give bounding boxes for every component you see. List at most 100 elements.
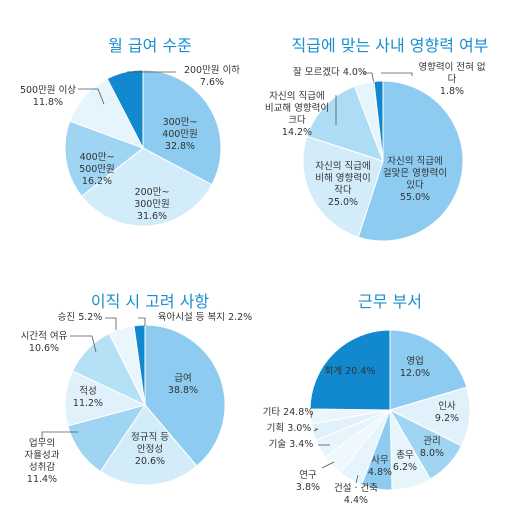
leader-line bbox=[321, 461, 335, 469]
slice-value: 38.8% bbox=[167, 385, 199, 396]
slice-label: 적성 11.2% bbox=[73, 386, 103, 410]
slice-value: 4.8% bbox=[367, 467, 393, 478]
pie-slice bbox=[302, 135, 384, 238]
slice-value: 11.2% bbox=[72, 398, 104, 409]
slice-name: 정규직 등 안정성 bbox=[131, 432, 169, 455]
pie-slice bbox=[389, 329, 468, 411]
slice-name: 급여 bbox=[174, 373, 192, 384]
slice-value: 10.6% bbox=[28, 343, 60, 354]
slice-label: 건설 · 건축 4.4% bbox=[334, 483, 378, 507]
slice-value: 20.4% bbox=[345, 366, 376, 377]
slice-label: 시간적 여유 10.6% bbox=[21, 331, 68, 355]
slice-label: 400만~ 500만원 16.2% bbox=[79, 152, 115, 188]
slice-value: 3.8% bbox=[295, 482, 321, 493]
slice-name: 기술 bbox=[268, 439, 287, 450]
slice-label: 관리 8.0% bbox=[420, 436, 444, 460]
leader-line bbox=[313, 428, 319, 432]
slice-value: 32.8% bbox=[164, 141, 196, 152]
pie-slice bbox=[309, 329, 391, 411]
slice-label: 업무의 자율성과 성취감 11.4% bbox=[25, 438, 60, 486]
slice-name: 영업 bbox=[406, 356, 424, 367]
slice-label: 영향력이 전혀 없다 1.8% bbox=[418, 62, 486, 98]
slice-name: 인사 bbox=[438, 401, 456, 412]
pie-slice bbox=[106, 69, 144, 149]
leader-line bbox=[310, 413, 313, 419]
chart-title: 직급에 맞는 사내 영향력 여부 bbox=[291, 36, 489, 55]
leader-line bbox=[138, 317, 146, 326]
slice-label: 사무 4.8% bbox=[368, 455, 392, 479]
slice-label: 승진 5.2% bbox=[58, 312, 103, 324]
pie-slice bbox=[80, 147, 213, 227]
slice-value: 3.0% bbox=[287, 423, 312, 434]
slice-label: 잘 모르겠다 4.0% bbox=[293, 67, 367, 79]
slice-value: 5.2% bbox=[78, 312, 103, 323]
slice-name: 승진 bbox=[57, 312, 76, 323]
chart-title: 이직 시 고려 사항 bbox=[90, 292, 210, 311]
slice-value: 4.4% bbox=[343, 495, 369, 506]
leader-line bbox=[381, 72, 413, 76]
slice-label: 정규직 등 안정성 20.6% bbox=[131, 432, 169, 468]
slice-value: 55.0% bbox=[399, 192, 431, 203]
chart-title: 근무 부서 bbox=[358, 292, 422, 311]
slice-label: 300만~ 400만원 32.8% bbox=[162, 117, 198, 153]
slice-value: 4.0% bbox=[342, 67, 367, 78]
slice-label: 회계 20.4% bbox=[325, 366, 376, 378]
slice-label: 200만~ 300만원 31.6% bbox=[134, 187, 170, 223]
slice-value: 11.8% bbox=[32, 97, 64, 108]
slice-value: 16.2% bbox=[81, 176, 113, 187]
pie-slice bbox=[388, 386, 471, 447]
slice-value: 3.4% bbox=[289, 439, 314, 450]
pie-slice bbox=[144, 324, 226, 467]
slice-name: 적성 bbox=[79, 386, 97, 397]
slice-value: 12.0% bbox=[399, 368, 431, 379]
pie-slice bbox=[99, 404, 198, 486]
slice-label: 자신의 직급에 걸맞은 영향력이 있다 55.0% bbox=[383, 156, 447, 204]
slice-name: 사무 bbox=[371, 455, 389, 466]
slice-label: 자신의 직급에 비교해 영향력이 크다 14.2% bbox=[265, 91, 329, 139]
slice-label: 인사 9.2% bbox=[435, 401, 459, 425]
slice-value: 14.2% bbox=[281, 127, 313, 138]
slice-label: 육아시설 등 복지 2.2% bbox=[158, 312, 252, 324]
slice-label: 급여 38.8% bbox=[168, 373, 198, 397]
slice-name: 자신의 직급에 비교해 영향력이 크다 bbox=[264, 91, 330, 126]
slice-label: 200만원 이하 7.6% bbox=[184, 65, 240, 89]
slice-name: 업무의 자율성과 성취감 bbox=[24, 438, 60, 473]
slice-label: 기타 24.8% bbox=[263, 407, 314, 419]
slice-value: 8.0% bbox=[419, 448, 445, 459]
slice-value: 2.2% bbox=[228, 312, 253, 323]
slice-name: 시간적 여유 bbox=[20, 331, 68, 342]
slice-name: 건설 · 건축 bbox=[333, 483, 379, 494]
slice-value: 6.2% bbox=[392, 462, 418, 473]
pie-slice bbox=[306, 85, 384, 162]
slice-name: 회계 bbox=[324, 366, 343, 377]
slice-name: 400만~ 500만원 bbox=[79, 152, 115, 175]
slice-name: 500만원 이상 bbox=[19, 85, 77, 96]
slice-name: 자신의 직급에 비해 영향력이 작다 bbox=[315, 161, 371, 196]
slice-name: 영향력이 전혀 없다 bbox=[418, 62, 486, 85]
chart-title: 월 급여 수준 bbox=[108, 36, 192, 55]
slice-value: 7.6% bbox=[199, 77, 225, 88]
slice-name: 잘 모르겠다 bbox=[293, 67, 340, 78]
slice-name: 연구 bbox=[299, 470, 317, 481]
slice-value: 9.2% bbox=[434, 413, 460, 424]
slice-value: 31.6% bbox=[136, 211, 168, 222]
leader-line bbox=[78, 88, 105, 105]
slice-value: 11.4% bbox=[26, 474, 58, 485]
leader-line bbox=[363, 72, 375, 85]
slice-name: 총무 bbox=[396, 450, 414, 461]
pie-slice bbox=[373, 80, 384, 162]
slice-value: 24.8% bbox=[283, 407, 314, 418]
slice-name: 관리 bbox=[423, 436, 441, 447]
slice-name: 기획 bbox=[266, 423, 285, 434]
pie-slice bbox=[357, 80, 464, 242]
slice-name: 200만원 이하 bbox=[183, 65, 241, 76]
leader-line bbox=[105, 317, 117, 330]
leader-line bbox=[127, 71, 176, 73]
slice-name: 300만~ 400만원 bbox=[162, 117, 198, 140]
leader-line bbox=[70, 335, 97, 353]
slice-value: 20.6% bbox=[134, 456, 166, 467]
leader-line bbox=[41, 431, 78, 440]
leader-line bbox=[355, 474, 359, 484]
